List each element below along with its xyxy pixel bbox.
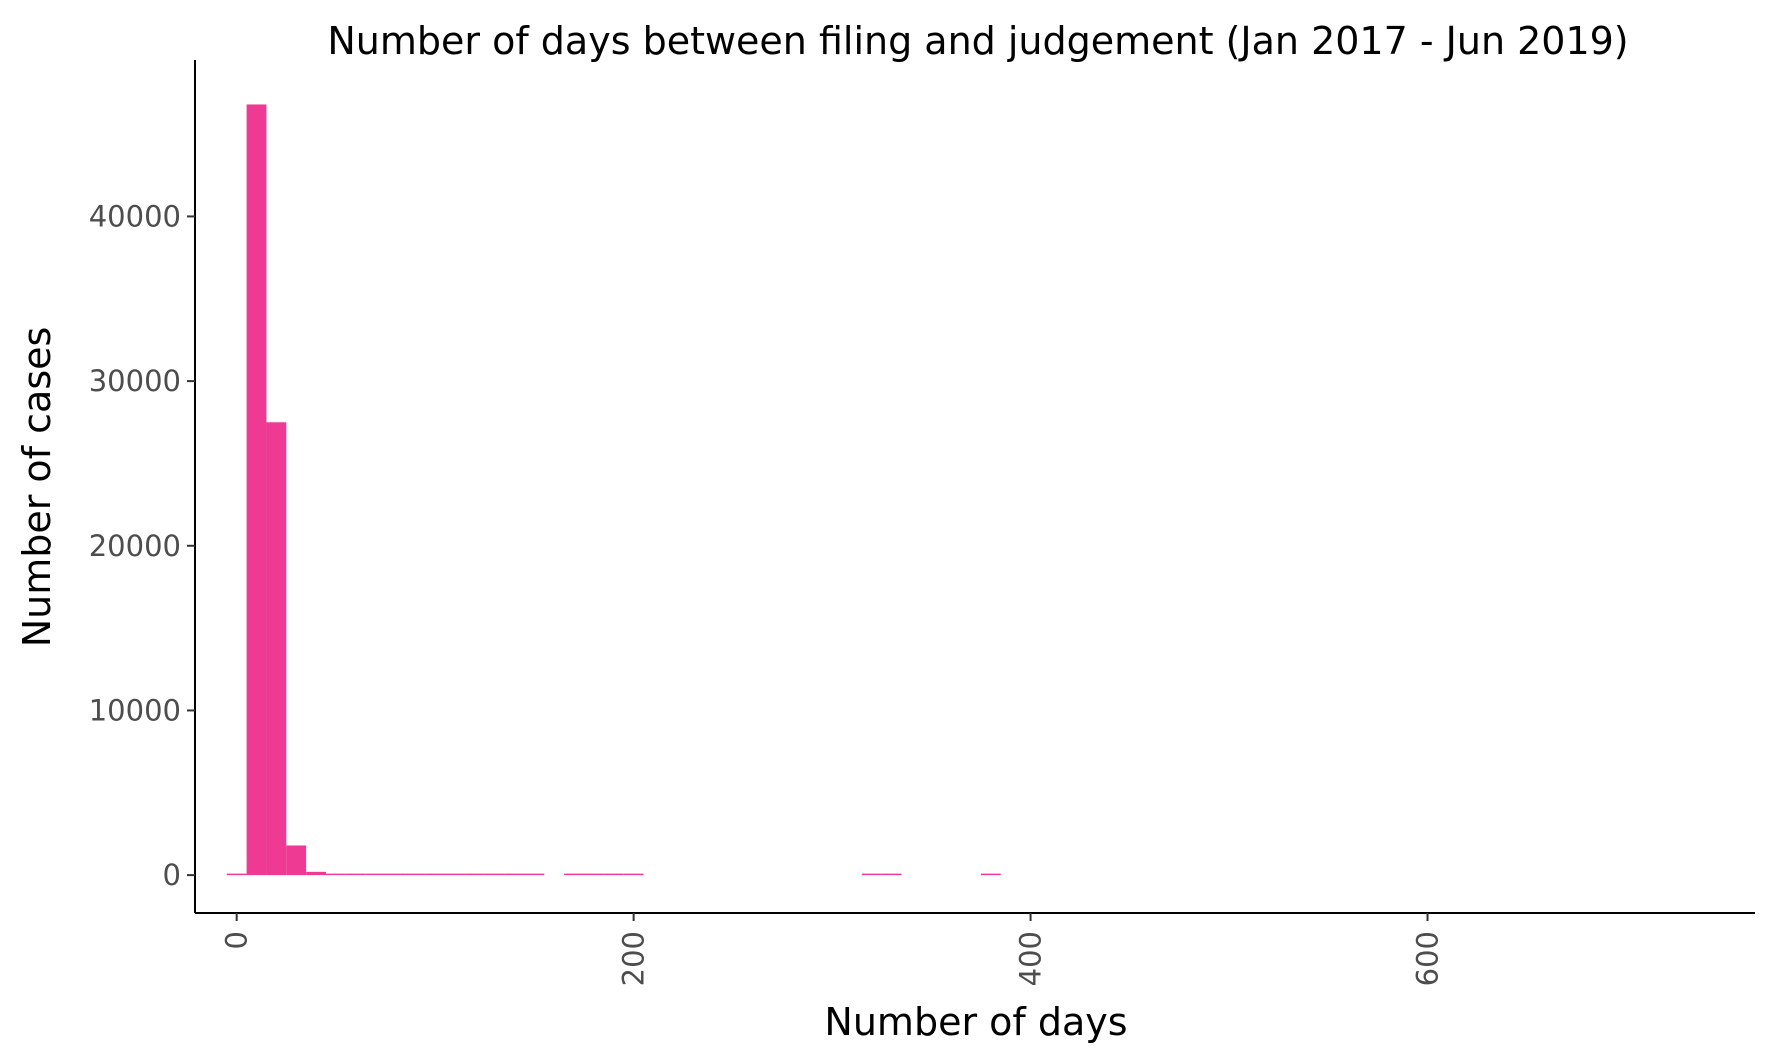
histogram-bar xyxy=(524,873,545,876)
bars-group xyxy=(226,104,1001,876)
y-axis-title: Number of cases xyxy=(15,327,59,648)
x-tick-label: 600 xyxy=(1411,931,1445,986)
y-tick-label: 0 xyxy=(163,858,181,892)
y-axis-ticks: 0 10000 20000 30000 40000 xyxy=(89,199,195,892)
histogram-bar xyxy=(881,873,902,876)
histogram-bar xyxy=(861,873,882,876)
x-tick-label: 200 xyxy=(617,931,651,986)
histogram-bar xyxy=(464,873,485,876)
histogram-bar xyxy=(484,873,505,876)
histogram-bar xyxy=(306,871,326,876)
histogram-bar xyxy=(246,104,267,876)
histogram-bar xyxy=(425,873,446,876)
chart-title: Number of days between filing and judgem… xyxy=(327,19,1628,63)
y-tick-label: 30000 xyxy=(89,364,181,398)
y-tick-label: 20000 xyxy=(89,529,181,563)
histogram-bar xyxy=(603,873,624,876)
y-tick-label: 40000 xyxy=(89,199,181,233)
histogram-bar xyxy=(504,873,525,876)
x-axis-ticks: 0 200 400 600 xyxy=(220,913,1445,986)
histogram-bar xyxy=(623,873,644,876)
histogram-bar xyxy=(584,873,604,876)
x-tick-label: 0 xyxy=(220,931,254,949)
histogram-bar xyxy=(564,873,585,876)
histogram-bar xyxy=(365,873,386,876)
y-tick-label: 10000 xyxy=(89,693,181,727)
histogram-bar xyxy=(266,422,287,876)
x-tick-label: 400 xyxy=(1014,931,1048,986)
histogram-bar xyxy=(345,873,366,876)
histogram-bar xyxy=(325,873,346,876)
histogram-bar xyxy=(286,845,307,876)
x-axis-title: Number of days xyxy=(824,1000,1127,1044)
histogram-bar xyxy=(226,873,247,876)
histogram-bar xyxy=(980,873,1001,876)
histogram-bar xyxy=(405,873,426,876)
histogram-bar xyxy=(445,873,465,876)
histogram-bar xyxy=(385,873,406,876)
